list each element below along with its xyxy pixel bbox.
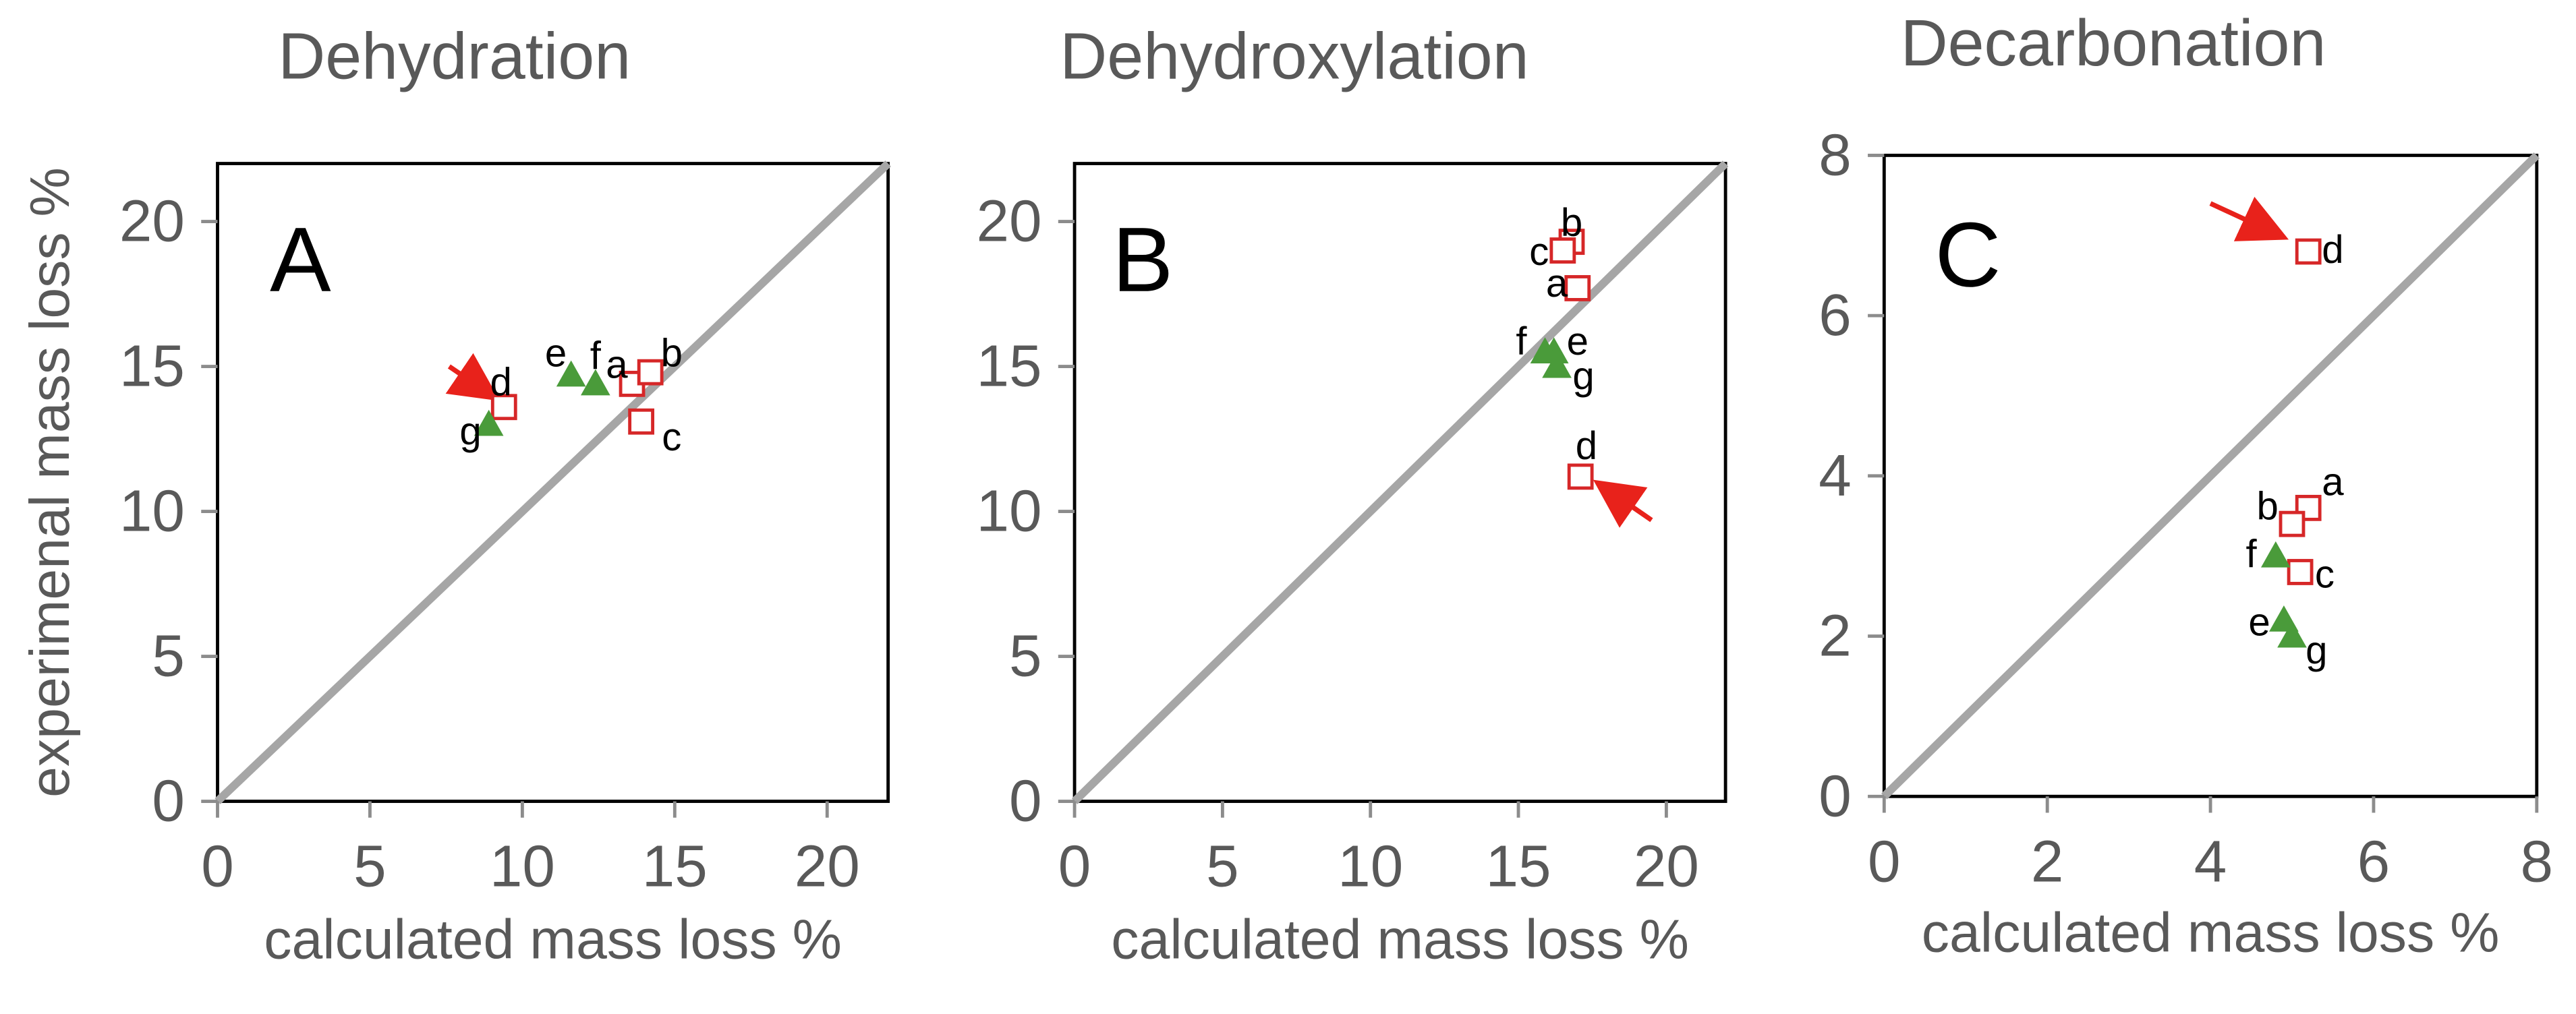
point-label-f: f	[1516, 320, 1527, 363]
x-tick-label: 0	[1058, 833, 1091, 899]
pointer-arrow	[1593, 479, 1653, 528]
y-axis-label: experimenal mass loss %	[19, 167, 81, 798]
x-tick-label: 0	[1868, 828, 1901, 894]
data-point-square-c	[1549, 237, 1576, 264]
x-tick-label: 8	[2521, 828, 2554, 894]
chart-panel-b: Dehydroxylation 0 5 10 15 20 0 5 10 15 20 calculate…	[976, 19, 1729, 970]
chart-title: Dehydration	[278, 19, 631, 92]
data-point-triangle-f	[2260, 541, 2291, 568]
data-point-square-c	[2287, 559, 2314, 585]
data-point-triangle-f	[1530, 337, 1560, 364]
identity-line	[1071, 160, 1729, 804]
y-tick-label: 8	[1819, 122, 1852, 188]
x-tick-label: 15	[1486, 833, 1551, 899]
identity-line	[214, 160, 891, 804]
x-tick-label: 5	[1206, 833, 1239, 899]
y-tick-label: 0	[152, 768, 185, 834]
data-point-triangle-e	[556, 360, 586, 387]
x-tick-label: 20	[1634, 833, 1699, 899]
data-point-square-c	[628, 408, 655, 435]
y-tick-label: 15	[119, 333, 185, 399]
point-label-f: f	[2245, 533, 2257, 576]
point-label-e: e	[1567, 320, 1588, 363]
point-label-g: g	[459, 409, 481, 453]
x-axis-label: calculated mass loss %	[264, 908, 842, 970]
point-label-g: g	[2306, 628, 2327, 672]
y-tick-label: 0	[1819, 763, 1852, 829]
data-point-square-d	[490, 394, 517, 421]
y-tick-label: 0	[1009, 768, 1042, 834]
point-label-f: f	[590, 334, 602, 378]
point-label-a: a	[2322, 460, 2344, 504]
point-label-g: g	[1572, 355, 1594, 398]
plot-frame	[1072, 162, 1727, 803]
x-axis-label: calculated mass loss %	[1111, 908, 1689, 970]
point-label-c: c	[662, 415, 681, 459]
x-tick-label: 2	[2031, 828, 2064, 894]
point-label-b: b	[2257, 484, 2279, 528]
chart-panel-c: Decarbonation 0 2 4 6 8 0 2 4 6 8 calculated mass l…	[1819, 6, 2553, 964]
x-tick-label: 10	[490, 833, 555, 899]
x-tick-label: 4	[2194, 828, 2227, 894]
data-point-square-b	[637, 359, 664, 386]
x-tick-label: 5	[353, 833, 387, 899]
panel-letter: A	[270, 208, 331, 311]
y-tick-label: 20	[976, 188, 1041, 254]
y-tick-label: 5	[1009, 623, 1042, 689]
data-point-square-a	[1564, 275, 1591, 301]
data-point-triangle-f	[581, 369, 610, 396]
x-tick-label: 10	[1338, 833, 1403, 899]
point-label-d: d	[490, 360, 512, 404]
y-tick-label: 4	[1819, 442, 1852, 508]
y-tick-label: 5	[152, 623, 185, 689]
plot-frame	[216, 162, 890, 803]
identity-line	[1881, 152, 2540, 800]
data-point-square-d	[1567, 463, 1594, 490]
x-tick-label: 15	[642, 833, 708, 899]
chart-title: Dehydroxylation	[1060, 19, 1528, 92]
x-tick-label: 6	[2357, 828, 2391, 894]
chart-title: Decarbonation	[1901, 6, 2326, 80]
panel-letter: B	[1112, 208, 1174, 311]
x-tick-label: 0	[201, 833, 234, 899]
data-point-triangle-g	[1542, 351, 1572, 378]
x-tick-label: 20	[795, 833, 860, 899]
point-label-c: c	[2315, 552, 2335, 596]
point-label-d: d	[1576, 424, 1597, 468]
point-label-a: a	[606, 343, 628, 387]
chart-panel-a: Dehydration 0 5 10 15 20 0 5 10 15 20 calculated ma…	[19, 19, 891, 970]
data-point-square-d	[2295, 238, 2322, 265]
data-point-square-a	[2295, 494, 2322, 521]
point-label-c: c	[1529, 230, 1549, 274]
y-tick-label: 10	[119, 478, 185, 544]
pointer-arrow	[2209, 196, 2289, 241]
data-point-square-b	[2279, 510, 2306, 537]
point-label-e: e	[545, 331, 567, 375]
data-point-triangle-g	[2277, 621, 2307, 648]
y-tick-label: 20	[119, 188, 185, 254]
point-label-b: b	[661, 331, 683, 375]
y-tick-label: 6	[1819, 282, 1852, 348]
point-label-d: d	[2322, 228, 2343, 272]
y-tick-label: 10	[976, 478, 1041, 544]
point-label-a: a	[1546, 262, 1568, 305]
point-label-e: e	[2248, 601, 2270, 645]
x-axis-label: calculated mass loss %	[1922, 902, 2500, 964]
panel-letter: C	[1935, 203, 2001, 305]
point-label-b: b	[1561, 201, 1582, 245]
y-tick-label: 2	[1819, 603, 1852, 669]
data-point-triangle-g	[474, 409, 504, 436]
y-tick-label: 15	[976, 333, 1041, 399]
pointer-arrow	[445, 353, 500, 401]
